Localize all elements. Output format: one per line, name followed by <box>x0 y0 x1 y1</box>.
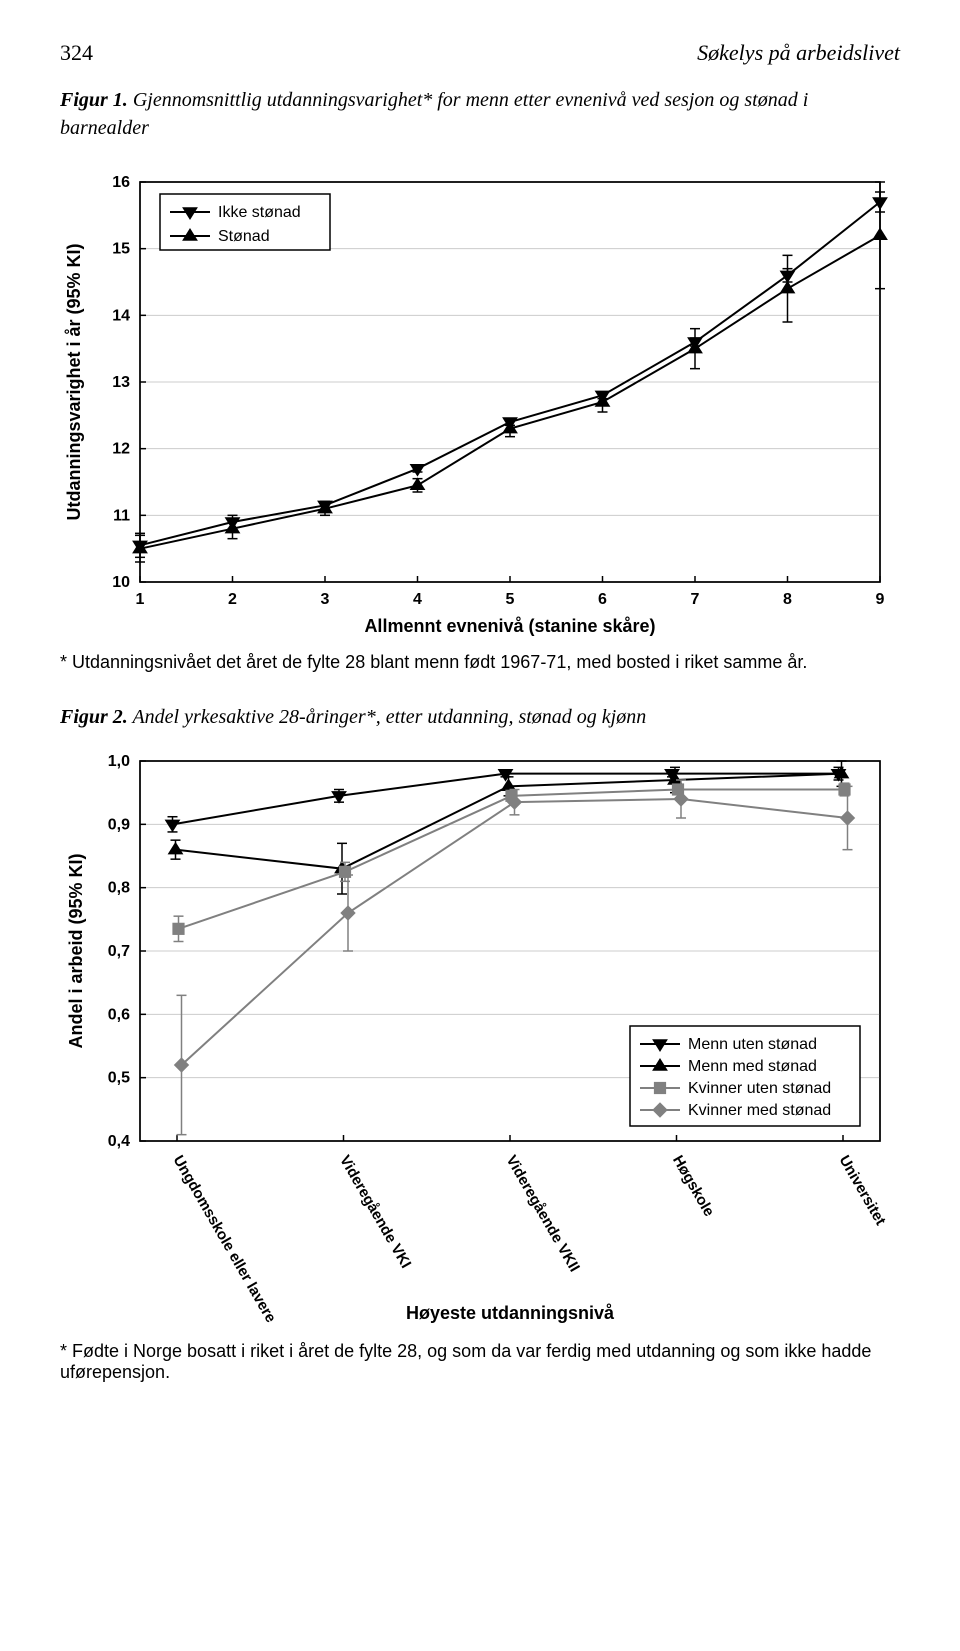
svg-text:Stønad: Stønad <box>218 228 270 245</box>
svg-text:13: 13 <box>112 374 130 391</box>
svg-text:Videregående VKII: Videregående VKII <box>503 1153 583 1275</box>
svg-text:Kvinner med stønad: Kvinner med stønad <box>688 1102 831 1119</box>
figure-2-chart: 0,4 0,5 0,6 0,7 0,8 0,9 1,0 Menn uten stønad Men… <box>60 751 900 1331</box>
svg-text:0,9: 0,9 <box>108 816 130 833</box>
svg-text:3: 3 <box>321 591 330 608</box>
figure-1-title-text: Gjennomsnittlig utdanningsvarighet* for … <box>60 89 808 139</box>
svg-text:1: 1 <box>136 591 145 608</box>
figure-1-footnote: * Utdanningsnivået det året de fylte 28 … <box>60 652 900 673</box>
svg-text:0,5: 0,5 <box>108 1070 130 1087</box>
svg-text:0,4: 0,4 <box>108 1133 130 1150</box>
svg-text:0,8: 0,8 <box>108 880 130 897</box>
figure-1: Figur 1. Gjennomsnittlig utdanningsvarig… <box>60 86 900 673</box>
svg-text:Videregående VKI: Videregående VKI <box>336 1153 414 1272</box>
figure-1-svg: 10111213141516123456789Allmennt evnenivå… <box>60 162 900 642</box>
page-number: 324 <box>60 40 93 66</box>
page-header: 324 Søkelys på arbeidslivet <box>60 40 900 66</box>
figure-1-caption: Figur 1. Gjennomsnittlig utdanningsvarig… <box>60 86 900 142</box>
figure-2-label: Figur 2. <box>60 706 128 728</box>
figure-2-title-text: Andel yrkesaktive 28-åringer*, etter utd… <box>128 706 646 728</box>
figure-1-label: Figur 1. <box>60 89 128 111</box>
svg-text:Menn uten stønad: Menn uten stønad <box>688 1036 817 1053</box>
svg-text:6: 6 <box>598 591 607 608</box>
svg-text:Andel i arbeid (95% KI): Andel i arbeid (95% KI) <box>66 853 86 1048</box>
svg-text:1,0: 1,0 <box>108 753 130 770</box>
figure-1-chart: 10111213141516123456789Allmennt evnenivå… <box>60 162 900 642</box>
svg-text:Høgskole: Høgskole <box>669 1153 717 1220</box>
figure-2-footnote: * Fødte i Norge bosatt i riket i året de… <box>60 1341 900 1383</box>
svg-text:15: 15 <box>112 241 130 258</box>
svg-text:Kvinner uten stønad: Kvinner uten stønad <box>688 1080 831 1097</box>
figure-2-caption: Figur 2. Andel yrkesaktive 28-åringer*, … <box>60 703 900 731</box>
svg-text:Ikke stønad: Ikke stønad <box>218 204 301 221</box>
svg-text:5: 5 <box>506 591 515 608</box>
svg-text:11: 11 <box>113 507 130 524</box>
svg-text:9: 9 <box>876 591 885 608</box>
svg-text:4: 4 <box>413 591 422 608</box>
svg-text:8: 8 <box>783 591 792 608</box>
svg-text:12: 12 <box>112 441 130 458</box>
svg-text:Høyeste utdanningsnivå: Høyeste utdanningsnivå <box>406 1303 615 1323</box>
svg-text:10: 10 <box>112 574 130 591</box>
svg-text:0,6: 0,6 <box>108 1006 130 1023</box>
figure-2: Figur 2. Andel yrkesaktive 28-åringer*, … <box>60 703 900 1383</box>
svg-text:2: 2 <box>228 591 237 608</box>
svg-text:Utdanningsvarighet i år (95% K: Utdanningsvarighet i år (95% KI) <box>64 243 84 520</box>
svg-text:Universitet: Universitet <box>836 1153 889 1229</box>
svg-text:14: 14 <box>112 307 130 324</box>
svg-text:Allmennt evnenivå (stanine skå: Allmennt evnenivå (stanine skåre) <box>364 616 655 636</box>
svg-text:16: 16 <box>112 174 130 191</box>
journal-title: Søkelys på arbeidslivet <box>697 40 900 66</box>
svg-text:0,7: 0,7 <box>108 943 130 960</box>
svg-text:Menn med stønad: Menn med stønad <box>688 1058 817 1075</box>
svg-text:7: 7 <box>691 591 700 608</box>
svg-text:Ungdomsskole eller lavere: Ungdomsskole eller lavere <box>170 1153 280 1326</box>
figure-2-svg: 0,4 0,5 0,6 0,7 0,8 0,9 1,0 Menn uten stønad Men… <box>60 751 900 1331</box>
